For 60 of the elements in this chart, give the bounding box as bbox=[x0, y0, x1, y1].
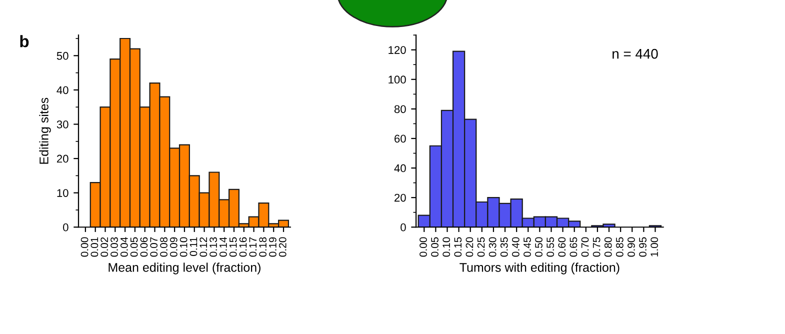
x-tick-label: 0.95 bbox=[639, 237, 646, 257]
y-tick-label: 40 bbox=[56, 86, 68, 94]
x-tick-label: 0.08 bbox=[160, 237, 168, 257]
x-tick-label: 0.12 bbox=[200, 237, 208, 257]
y-tick-label: 120 bbox=[388, 46, 406, 54]
annotation: n = 440 bbox=[612, 48, 658, 59]
x-tick-label: 0.09 bbox=[170, 237, 178, 257]
x-tick-label: 0.35 bbox=[500, 237, 508, 257]
y-tick-label: 20 bbox=[56, 154, 68, 163]
x-tick-label: 0.75 bbox=[592, 237, 600, 257]
x-tick-label: 0.06 bbox=[140, 237, 148, 257]
y-tick-label: 100 bbox=[388, 76, 406, 84]
text: b bbox=[20, 35, 29, 48]
x-tick-label: 0.07 bbox=[150, 237, 158, 257]
y-tick-label: 60 bbox=[394, 134, 406, 143]
y-tick-label: 10 bbox=[57, 189, 68, 197]
x-tick-label: 1.00 bbox=[650, 237, 658, 256]
x-tick-label: 0.00 bbox=[420, 237, 427, 257]
x-tick-label: 0.50 bbox=[535, 237, 542, 257]
x-tick-label: 0.20 bbox=[278, 237, 286, 257]
x-tick-label: 0.16 bbox=[239, 237, 247, 257]
x-tick-label: 0.15 bbox=[229, 237, 237, 257]
x-tick-label: 0.55 bbox=[546, 237, 554, 257]
y-tick-label: 80 bbox=[394, 105, 406, 114]
y-axis-title: Editing sites bbox=[39, 98, 51, 164]
y-tick-label: 0 bbox=[63, 223, 68, 232]
x-tick-label: 0.19 bbox=[269, 237, 276, 257]
x-tick-label: 0.30 bbox=[488, 237, 496, 257]
x-tick-label: 0.13 bbox=[210, 237, 217, 257]
x-tick-label: 0.04 bbox=[120, 237, 128, 257]
x-tick-label: 0.01 bbox=[90, 237, 98, 257]
y-tick-label: 50 bbox=[56, 52, 68, 60]
x-tick-label: 0.60 bbox=[558, 237, 566, 257]
x-tick-label: 0.17 bbox=[249, 237, 257, 257]
y-tick-label: 30 bbox=[56, 120, 68, 128]
y-tick-label: 0 bbox=[400, 223, 406, 232]
x-tick-label: 0.03 bbox=[110, 237, 118, 257]
x-tick-label: 0.02 bbox=[100, 237, 108, 257]
x-tick-label: 0.14 bbox=[220, 237, 227, 257]
x-tick-label: 0.11 bbox=[190, 237, 198, 256]
x-tick-label: 0.10 bbox=[442, 237, 450, 257]
y-tick-label: 40 bbox=[394, 164, 406, 172]
x-tick-label: 0.20 bbox=[466, 237, 474, 257]
x-tick-label: 0.70 bbox=[581, 237, 589, 257]
x-tick-label: 0.00 bbox=[80, 237, 88, 257]
x-tick-label: 0.45 bbox=[524, 237, 531, 257]
x-tick-label: 0.65 bbox=[570, 237, 578, 257]
x-tick-label: 0.15 bbox=[454, 237, 462, 257]
x-tick-label: 0.05 bbox=[130, 237, 138, 257]
x-tick-label: 0.05 bbox=[431, 237, 438, 257]
x-axis-title: Mean editing level (fraction) bbox=[108, 262, 260, 274]
x-tick-label: 0.18 bbox=[259, 237, 267, 257]
x-tick-label: 0.85 bbox=[616, 237, 624, 257]
x-tick-label: 0.90 bbox=[628, 237, 635, 257]
x-tick-label: 0.40 bbox=[512, 237, 520, 257]
y-tick-label: 20 bbox=[394, 194, 406, 202]
x-tick-label: 0.80 bbox=[604, 237, 612, 257]
x-axis-title: Tumors with editing (fraction) bbox=[460, 262, 620, 274]
x-tick-label: 0.25 bbox=[477, 237, 485, 257]
x-tick-label: 0.10 bbox=[180, 237, 188, 257]
